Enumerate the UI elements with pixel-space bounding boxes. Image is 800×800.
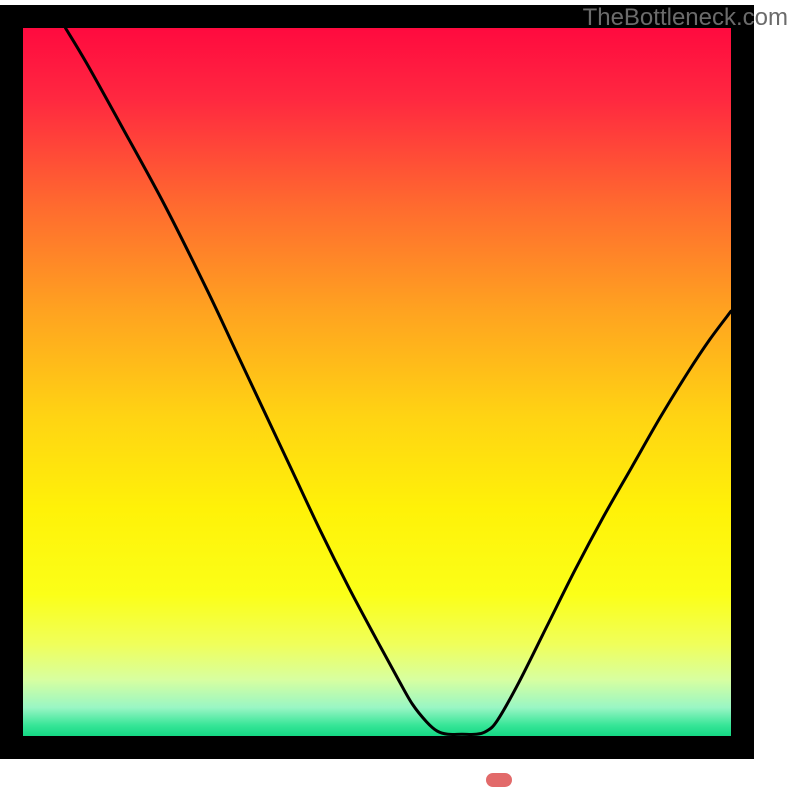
optimal-point-marker xyxy=(486,773,512,787)
plot-frame xyxy=(0,5,754,759)
watermark-text: TheBottleneck.com xyxy=(583,4,788,32)
bottleneck-chart: TheBottleneck.com xyxy=(0,0,800,800)
gradient-background xyxy=(23,28,731,736)
